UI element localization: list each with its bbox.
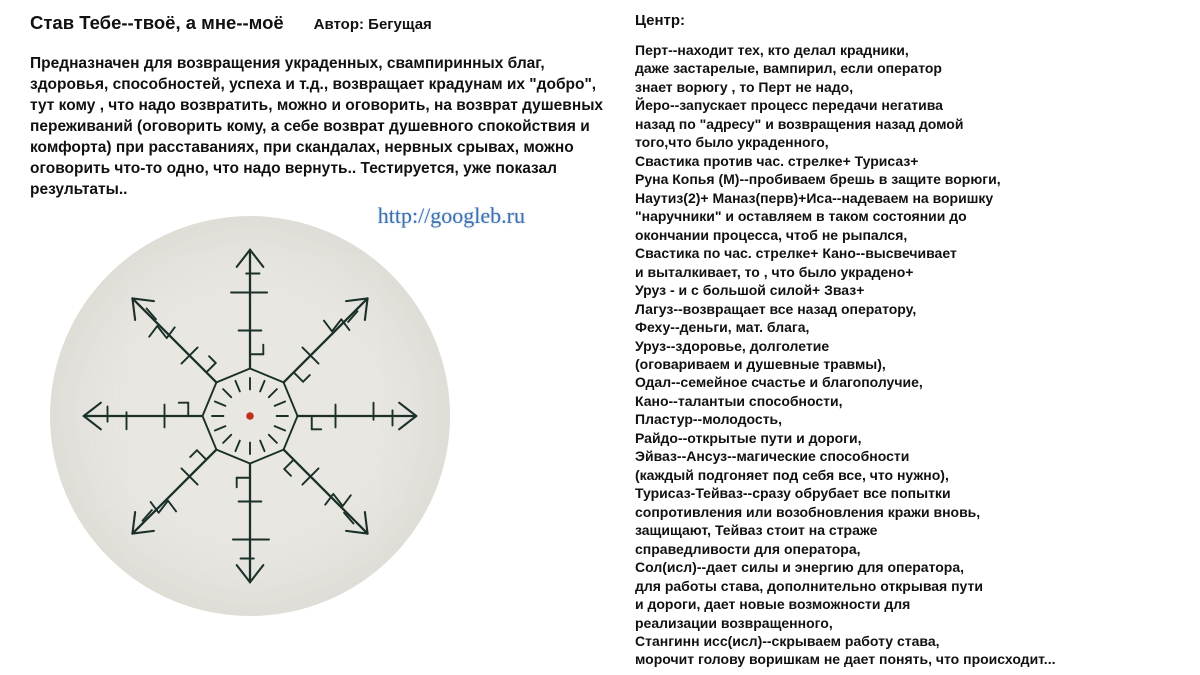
sigil-svg <box>60 226 440 606</box>
author-label: Автор: Бегущая <box>314 16 432 33</box>
page-title: Став Тебе--твоё, а мне--моё <box>30 12 284 34</box>
rune-sigil <box>50 216 450 616</box>
intro-text: Предназначен для возвращения украденных,… <box>30 54 605 200</box>
runes-description: Перт--находит тех, кто делал крадники, д… <box>635 41 1180 669</box>
center-heading: Центр: <box>635 12 1180 29</box>
watermark-url: http://googleb.ru <box>30 203 605 229</box>
